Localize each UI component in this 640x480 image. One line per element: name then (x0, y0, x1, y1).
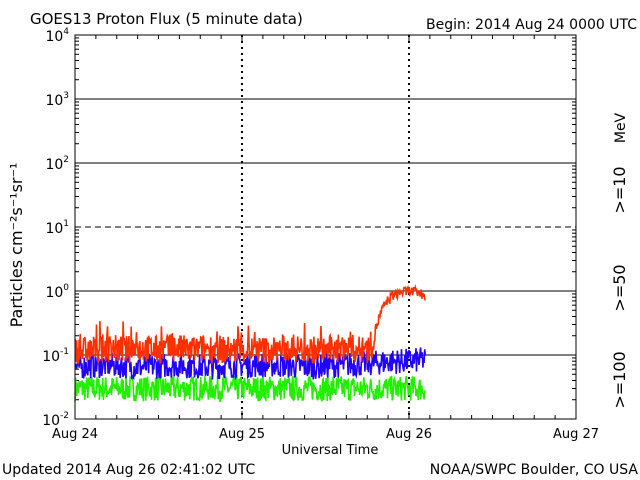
y-tick-label: 103 (45, 91, 69, 109)
x-axis-label: Universal Time (282, 443, 379, 458)
y-tick-labels: 10-2 10-1 100 101 102 103 104 (42, 27, 69, 429)
x-tick-label: Aug 26 (386, 427, 432, 442)
y-tick-label: 104 (45, 27, 69, 45)
y-tick-label: 10-1 (42, 347, 69, 365)
x-tick-label: Aug 24 (52, 427, 98, 442)
y-axis-label: Particles cm⁻²s⁻¹sr⁻¹ (7, 163, 26, 328)
updated-timestamp: Updated 2014 Aug 26 02:41:02 UTC (2, 462, 255, 478)
legend-series-ge50: >=50 (610, 264, 629, 311)
x-tick-label: Aug 25 (219, 427, 265, 442)
begin-time-label: Begin: 2014 Aug 24 0000 UTC (426, 17, 637, 33)
grid-layer (74, 35, 577, 419)
plot-frame (74, 34, 577, 420)
credit-label: NOAA/SWPC Boulder, CO USA (430, 462, 639, 478)
legend-series-ge100: >=100 (610, 351, 629, 408)
series-line->=10 (74, 284, 426, 366)
x-tick-label: Aug 27 (553, 427, 599, 442)
series-line->=100 (74, 373, 426, 403)
y-tick-label: 101 (45, 219, 69, 237)
series-layer (74, 284, 426, 403)
chart-title: GOES13 Proton Flux (5 minute data) (30, 10, 303, 28)
y-tick-label: 102 (45, 155, 69, 173)
legend: MeV >=10 >=50 >=100 (610, 112, 629, 408)
legend-series-ge10: >=10 (610, 166, 629, 213)
legend-units: MeV (613, 112, 629, 143)
x-tick-labels: Aug 24 Aug 25 Aug 26 Aug 27 (52, 427, 599, 442)
y-tick-label: 100 (45, 283, 69, 301)
y-tick-label: 10-2 (42, 411, 69, 429)
